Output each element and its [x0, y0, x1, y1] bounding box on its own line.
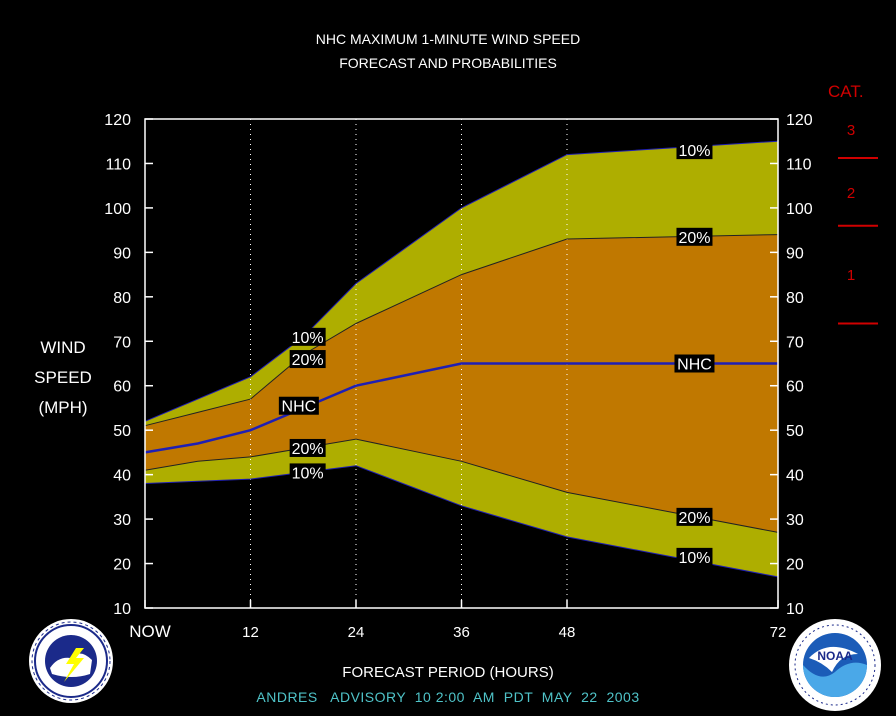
series-label: NHC	[282, 399, 317, 416]
category-1-label: 1	[846, 267, 856, 284]
y-tick-label-right: 70	[786, 334, 804, 351]
line-lower-10	[144, 465, 779, 578]
series-label-bg	[676, 227, 713, 246]
series-label: NHC	[677, 357, 712, 374]
series-label: 20%	[292, 352, 324, 369]
series-label-bg	[289, 350, 326, 369]
line-upper-20	[144, 234, 779, 427]
line-upper-10	[144, 140, 779, 422]
series-label: 10%	[292, 465, 324, 482]
y-axis-label-units: (MPH)	[38, 398, 88, 417]
line-nhc	[144, 362, 778, 454]
category-2-label: 2	[846, 185, 856, 202]
y-tick-label-left: 110	[105, 156, 131, 173]
y-tick-label-right: 60	[786, 379, 804, 396]
series-label-bg	[676, 547, 713, 566]
advisory-footer: ANDRES ADVISORY 10 2:00 AM PDT MAY 22 20…	[256, 689, 640, 705]
series-label: 20%	[678, 510, 710, 527]
band-20-percent	[145, 234, 778, 533]
category-3-label: 3	[846, 122, 856, 139]
x-tick-label: 24	[348, 624, 365, 641]
x-tick-label: 48	[559, 624, 576, 641]
chart-title-line1: NHC MAXIMUM 1-MINUTE WIND SPEED	[315, 31, 581, 47]
category-legend-title: CAT.	[828, 82, 864, 101]
series-label: 20%	[292, 441, 324, 458]
y-tick-label-left: 80	[113, 290, 131, 307]
series-label-bg	[278, 396, 319, 415]
series-label-bg	[676, 507, 713, 526]
y-tick-label-left: 20	[113, 557, 131, 574]
svg-text:NOAA: NOAA	[817, 649, 853, 663]
y-tick-label-left: 10	[113, 601, 131, 618]
x-tick-label: 72	[770, 624, 787, 641]
series-label: 10%	[678, 143, 710, 160]
series-label: 20%	[678, 230, 710, 247]
nws-logo-icon	[29, 619, 113, 703]
series-label-bg	[289, 438, 326, 457]
y-tick-label-right: 120	[786, 112, 813, 129]
y-tick-label-right: 80	[786, 290, 804, 307]
y-tick-label-right: 50	[786, 423, 804, 440]
noaa-logo-icon: NOAA	[789, 619, 881, 711]
x-tick-label: 36	[453, 624, 470, 641]
line-lower-20	[144, 438, 779, 533]
y-tick-label-left: 50	[113, 423, 131, 440]
y-tick-label-left: 100	[104, 201, 131, 218]
x-tick-label: 12	[242, 624, 259, 641]
y-axis-label-speed: SPEED	[34, 368, 92, 387]
x-tick-label: NOW	[129, 622, 171, 641]
y-tick-label-left: 40	[113, 468, 131, 485]
y-tick-label-right: 110	[786, 156, 812, 173]
y-tick-label-left: 30	[113, 512, 131, 529]
y-tick-label-left: 120	[104, 112, 131, 129]
y-tick-label-right: 100	[786, 201, 813, 218]
y-tick-label-right: 30	[786, 512, 804, 529]
x-axis-label: FORECAST PERIOD (HOURS)	[342, 664, 554, 681]
y-tick-label-left: 90	[113, 245, 131, 262]
y-tick-label-left: 60	[113, 379, 131, 396]
series-label-bg	[289, 463, 326, 482]
y-tick-label-right: 40	[786, 468, 804, 485]
y-tick-label-right: 10	[786, 601, 804, 618]
series-label: 10%	[292, 330, 324, 347]
y-tick-label-right: 20	[786, 557, 804, 574]
y-axis-label-wind: WIND	[40, 338, 86, 357]
series-label-bg	[289, 327, 326, 346]
series-label: 10%	[678, 550, 710, 567]
series-label-bg	[676, 141, 713, 160]
y-tick-label-right: 90	[786, 245, 804, 262]
series-label-bg	[674, 354, 715, 373]
chart-title-line2: FORECAST AND PROBABILITIES	[339, 55, 557, 71]
y-tick-label-left: 70	[113, 334, 131, 351]
